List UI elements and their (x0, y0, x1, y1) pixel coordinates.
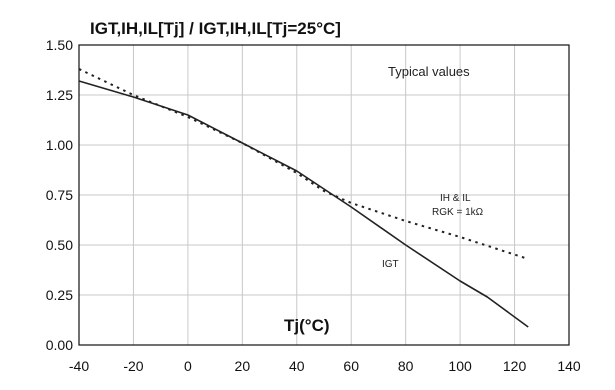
chart-title: IGT,IH,IL[Tj] / IGT,IH,IL[Tj=25°C] (90, 19, 341, 38)
x-tick-label: -20 (123, 358, 143, 374)
x-tick-label: 80 (398, 358, 414, 374)
y-tick-label: 1.50 (46, 37, 73, 53)
y-tick-label: 0.25 (46, 287, 73, 303)
series-line-igt (78, 80, 529, 328)
tick-labels: -40 -20 0 20 40 60 80 100 120 140 0.00 0.25 0.50 0.75… (46, 37, 581, 374)
x-tick-label: 100 (448, 358, 472, 374)
x-tick-label: -40 (69, 358, 89, 374)
plot-frame (78, 44, 570, 346)
y-tick-label: 0.50 (46, 237, 73, 253)
y-tick-label: 0.00 (46, 337, 73, 353)
typical-values-label: Typical values (388, 64, 470, 79)
x-tick-label: 0 (184, 358, 192, 374)
igt-annotation: IGT (382, 259, 399, 270)
y-tick-label: 0.75 (46, 187, 73, 203)
grid (79, 45, 569, 345)
x-axis-title: Tj(°C) (284, 316, 330, 335)
x-tick-label: 140 (557, 358, 581, 374)
x-tick-label: 60 (343, 358, 359, 374)
x-tick-label: 120 (503, 358, 527, 374)
y-tick-label: 1.25 (46, 87, 73, 103)
y-tick-label: 1.00 (46, 137, 73, 153)
x-tick-label: 20 (235, 358, 251, 374)
series-group (78, 68, 529, 328)
x-tick-label: 40 (289, 358, 305, 374)
rgk-annotation: RGK = 1kΩ (432, 207, 484, 218)
ih-il-annotation: IH & IL (440, 193, 471, 204)
